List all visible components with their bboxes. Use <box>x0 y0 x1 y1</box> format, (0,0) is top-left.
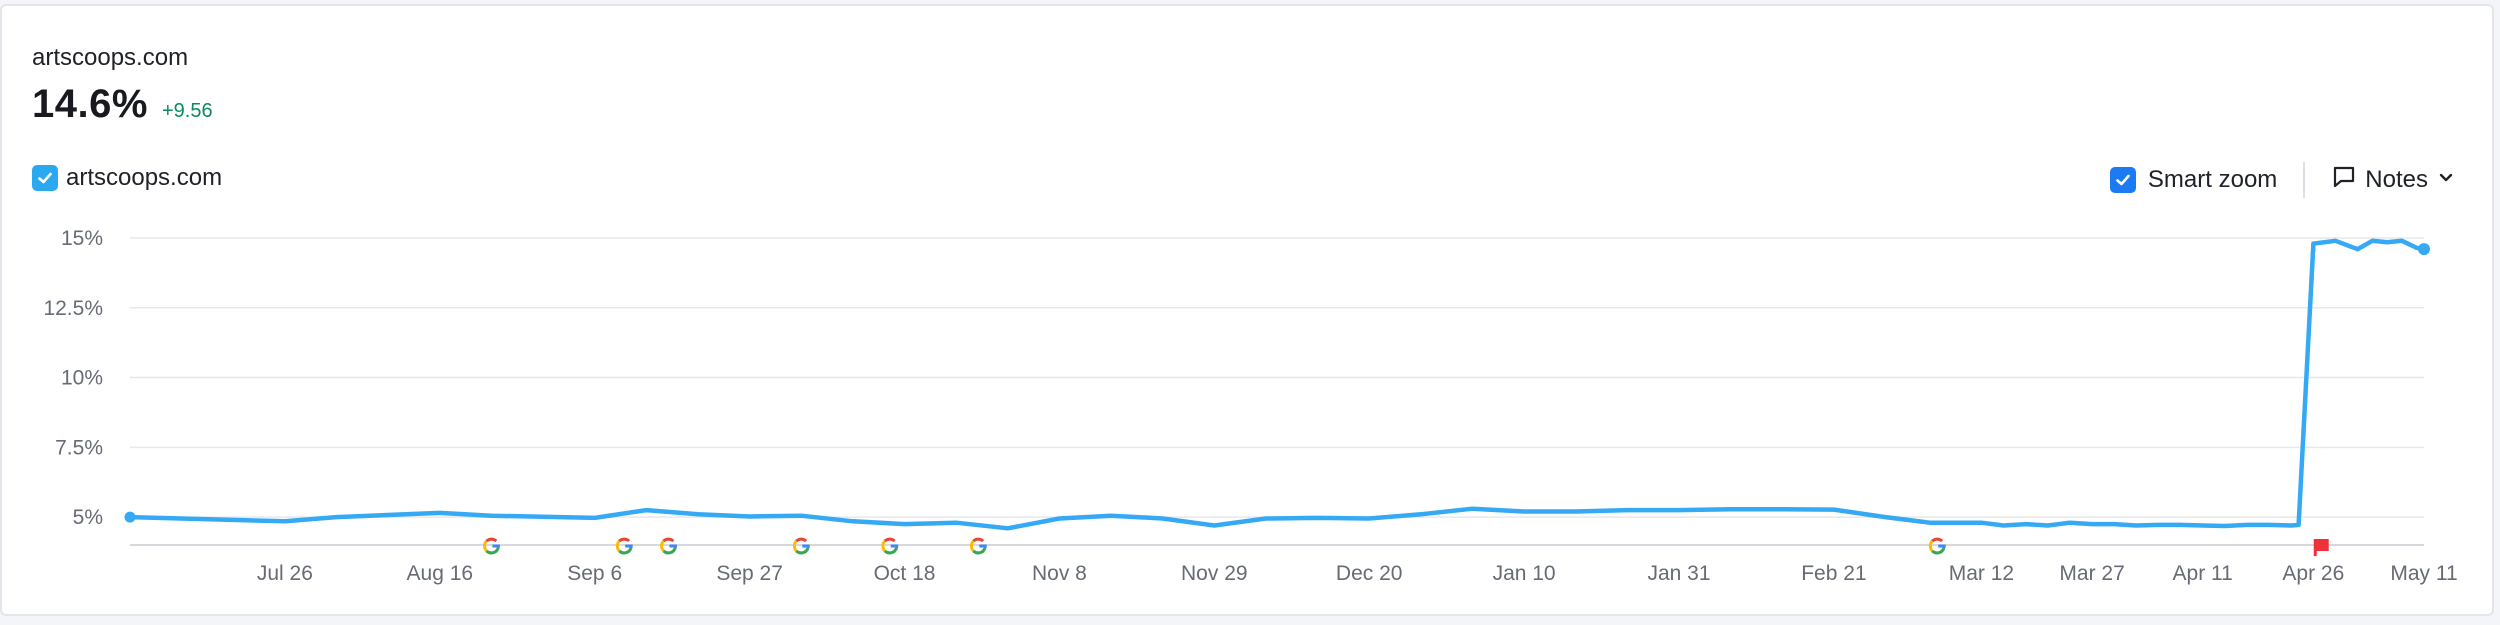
check-icon <box>2109 167 2136 193</box>
chart-controls: Smart zoom Notes <box>2109 162 2456 198</box>
y-tick-label: 12.5% <box>43 297 103 320</box>
domain-title: artscoops.com <box>32 44 189 71</box>
series-start-point <box>124 511 136 523</box>
notes-icon <box>2331 164 2357 197</box>
series-end-point <box>2418 243 2430 256</box>
x-tick-label: Jan 10 <box>1493 562 1556 585</box>
x-tick-label: Aug 16 <box>407 562 474 585</box>
google-update-icon[interactable] <box>1928 537 1946 555</box>
legend-series-toggle[interactable]: artscoops.com <box>32 164 222 192</box>
notes-dropdown[interactable]: Notes <box>2331 164 2456 197</box>
chevron-down-icon <box>2436 166 2456 194</box>
google-update-icon[interactable] <box>792 537 810 555</box>
metric-delta: +9.56 <box>162 100 213 122</box>
y-tick-label: 5% <box>73 506 103 529</box>
x-tick-label: Nov 29 <box>1181 562 1248 585</box>
metric-value: 14.6% <box>32 82 148 126</box>
google-update-icon[interactable] <box>615 537 633 555</box>
y-tick-label: 15% <box>61 227 103 250</box>
x-tick-label: May 11 <box>2390 562 2457 585</box>
google-update-icon[interactable] <box>660 537 677 555</box>
series-line <box>127 238 2427 531</box>
controls-divider <box>2303 162 2306 198</box>
legend-series-label: artscoops.com <box>66 164 223 191</box>
check-icon <box>32 165 58 191</box>
x-tick-label: Mar 27 <box>2059 562 2124 585</box>
x-tick-label: Dec 20 <box>1336 562 1403 585</box>
google-update-icon[interactable] <box>483 537 500 555</box>
x-tick-label: Feb 21 <box>1801 562 1866 585</box>
smart-zoom-label: Smart zoom <box>2147 166 2278 193</box>
x-tick-label: Jul 26 <box>257 562 313 585</box>
y-tick-label: 10% <box>61 367 103 390</box>
notes-label: Notes <box>2365 166 2428 193</box>
y-tick-label: 7.5% <box>55 436 103 459</box>
x-tick-label: Jan 31 <box>1647 562 1710 585</box>
x-tick-label: Apr 26 <box>2282 562 2344 585</box>
x-tick-label: Mar 12 <box>1949 562 2014 585</box>
x-tick-label: Apr 11 <box>2173 562 2233 585</box>
note-flag-icon[interactable] <box>2313 539 2329 556</box>
smart-zoom-toggle[interactable]: Smart zoom <box>2109 166 2278 194</box>
x-tick-label: Oct 18 <box>874 562 936 585</box>
x-tick-label: Sep 6 <box>567 562 622 585</box>
google-update-icon[interactable] <box>881 537 899 555</box>
x-tick-label: Nov 8 <box>1032 562 1087 585</box>
x-tick-label: Sep 27 <box>716 562 783 585</box>
google-update-icon[interactable] <box>969 537 987 555</box>
